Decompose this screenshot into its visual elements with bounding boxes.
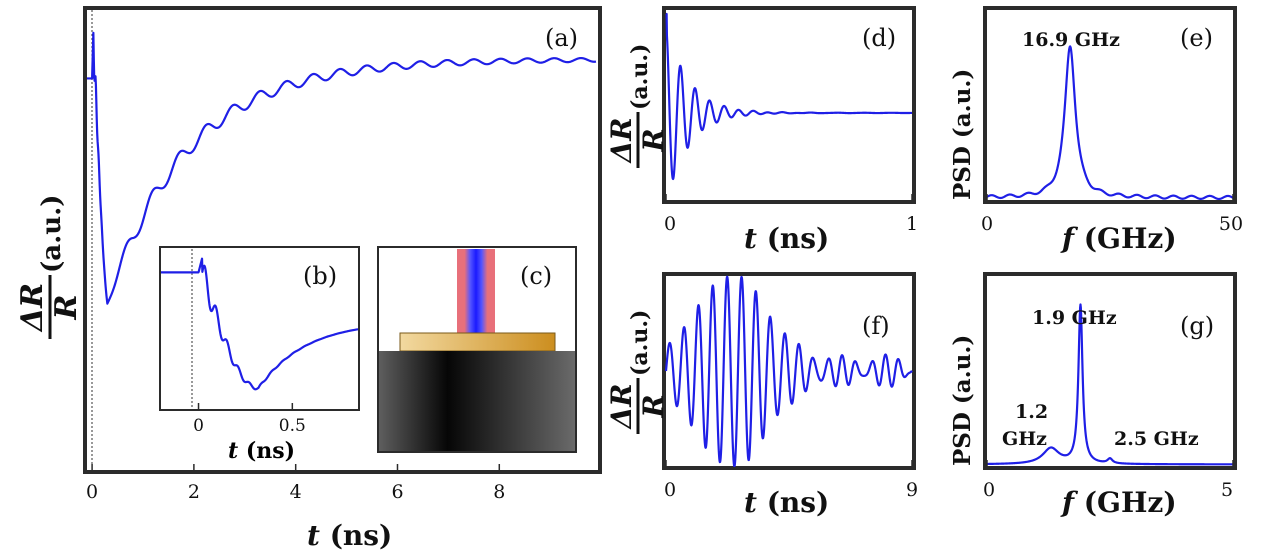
panel-g: (g) 1.9 GHz 1.2 GHz 2.5 GHz 0 5 f (GHz) P… xyxy=(949,272,1237,519)
panel-f-xlabel-unit: (ns) xyxy=(767,486,830,519)
panel-d-ylabel: ΔR R (a.u.) xyxy=(605,44,670,168)
thin-film-layer xyxy=(399,332,556,352)
panel-b: (b) 0 0.5 t (ns) xyxy=(159,246,360,464)
panel-b-series-line xyxy=(160,257,359,391)
panel-e-xtick-label: 50 xyxy=(1219,213,1243,235)
panel-d-ylabel-den: R xyxy=(637,128,670,152)
panel-e-xlabel-unit: (GHz) xyxy=(1084,222,1177,255)
panel-a-xtick-label: 8 xyxy=(493,481,505,503)
panel-e-series-line xyxy=(986,45,1234,201)
panel-c-label: (c) xyxy=(520,262,552,290)
panel-e-xlabel-var: f xyxy=(1060,222,1079,255)
panel-a-ylabel-den: R xyxy=(49,295,84,321)
panel-a-xtick-label: 2 xyxy=(188,481,200,503)
panel-e-peak-annotation: 16.9 GHz xyxy=(1022,29,1120,51)
panel-a-xlabel-unit: (ns) xyxy=(330,519,393,552)
panel-b-xlabel-unit: (ns) xyxy=(246,438,295,464)
panel-f-xlabel: t (ns) xyxy=(744,486,829,519)
panel-d-xlabel: t (ns) xyxy=(744,222,829,255)
panel-f: (f) 0 9 t (ns) ΔR R (a.u.) xyxy=(605,272,918,519)
panel-f-series-line xyxy=(664,275,913,468)
panel-a-ylabel-unit: (a.u.) xyxy=(37,195,67,273)
panel-f-xtick-label: 0 xyxy=(664,479,676,501)
panel-a-frame xyxy=(83,6,602,474)
panel-b-xtick-label: 0 xyxy=(193,416,204,436)
panel-g-label: (g) xyxy=(1180,312,1214,340)
panel-a: (a) 0 2 4 6 8 t (ns) ΔR R (a.u.) xyxy=(15,6,602,552)
panel-g-frame xyxy=(983,272,1237,470)
panel-d-ylabel-num: ΔR xyxy=(605,118,638,165)
panel-b-xlabel: t (ns) xyxy=(228,438,295,464)
panel-g-sideband-low-value: 1.2 xyxy=(1015,401,1048,423)
panel-g-series-line xyxy=(986,303,1234,466)
panel-g-xlabel-var: f xyxy=(1060,486,1079,519)
panel-e-xtick-label: 0 xyxy=(981,213,993,235)
panel-f-xtick-label: 9 xyxy=(906,479,918,501)
panel-g-sideband-low-unit: GHz xyxy=(1002,428,1047,450)
panel-g-xtick-label: 0 xyxy=(983,479,995,501)
panel-a-series-line xyxy=(86,31,597,305)
panel-d-frame xyxy=(662,6,916,204)
substrate xyxy=(379,351,575,451)
panel-b-frame xyxy=(159,246,360,411)
panel-a-xtick-label: 6 xyxy=(391,481,403,503)
panel-d-xlabel-var: t xyxy=(744,222,757,255)
panel-f-frame xyxy=(662,272,916,470)
panel-e-label: (e) xyxy=(1180,24,1213,52)
panel-e-ylabel: PSD (a.u.) xyxy=(949,69,976,200)
panel-e-frame xyxy=(983,6,1237,204)
panel-g-peak-annotation: 1.9 GHz xyxy=(1032,307,1117,329)
laser-beam xyxy=(457,249,495,333)
panel-f-ylabel-den: R xyxy=(637,394,670,418)
panel-d: (d) 0 1 t (ns) ΔR R (a.u.) xyxy=(605,6,918,255)
panel-e-xlabel: f (GHz) xyxy=(1060,222,1177,255)
panel-f-xlabel-var: t xyxy=(744,486,757,519)
panel-g-xlabel-unit: (GHz) xyxy=(1084,486,1177,519)
panel-d-ylabel-unit: (a.u.) xyxy=(627,44,653,110)
panel-d-xlabel-unit: (ns) xyxy=(767,222,830,255)
panel-b-xlabel-var: t xyxy=(228,438,238,464)
panel-a-label: (a) xyxy=(545,24,578,52)
panel-a-xlabel: t (ns) xyxy=(307,519,392,552)
panel-a-xlabel-var: t xyxy=(307,519,320,552)
panel-a-ylabel: ΔR R (a.u.) xyxy=(15,195,84,339)
panel-f-ylabel-num: ΔR xyxy=(605,384,638,431)
panel-a-xtick-label: 0 xyxy=(86,481,98,503)
panel-a-ylabel-num: ΔR xyxy=(15,283,50,333)
panel-g-xtick-label: 5 xyxy=(1221,479,1233,501)
panel-d-label: (d) xyxy=(862,24,896,52)
panel-e: (e) 16.9 GHz 0 50 f (GHz) PSD (a.u.) xyxy=(949,6,1243,255)
panel-a-xtick-label: 4 xyxy=(290,481,302,503)
panel-f-label: (f) xyxy=(862,312,890,340)
panel-b-xtick-label: 0.5 xyxy=(279,416,306,436)
panel-g-ylabel: PSD (a.u.) xyxy=(949,335,976,466)
panel-d-xtick-label: 0 xyxy=(664,213,676,235)
panel-f-ylabel-unit: (a.u.) xyxy=(627,310,653,376)
panel-d-xtick-label: 1 xyxy=(906,213,918,235)
panel-c: (c) xyxy=(377,246,577,453)
panel-f-ylabel: ΔR R (a.u.) xyxy=(605,310,670,434)
panel-b-label: (b) xyxy=(303,262,337,290)
panel-g-xlabel: f (GHz) xyxy=(1060,486,1177,519)
panel-g-sideband-high: 2.5 GHz xyxy=(1114,428,1199,450)
panel-d-series-line xyxy=(665,12,913,181)
